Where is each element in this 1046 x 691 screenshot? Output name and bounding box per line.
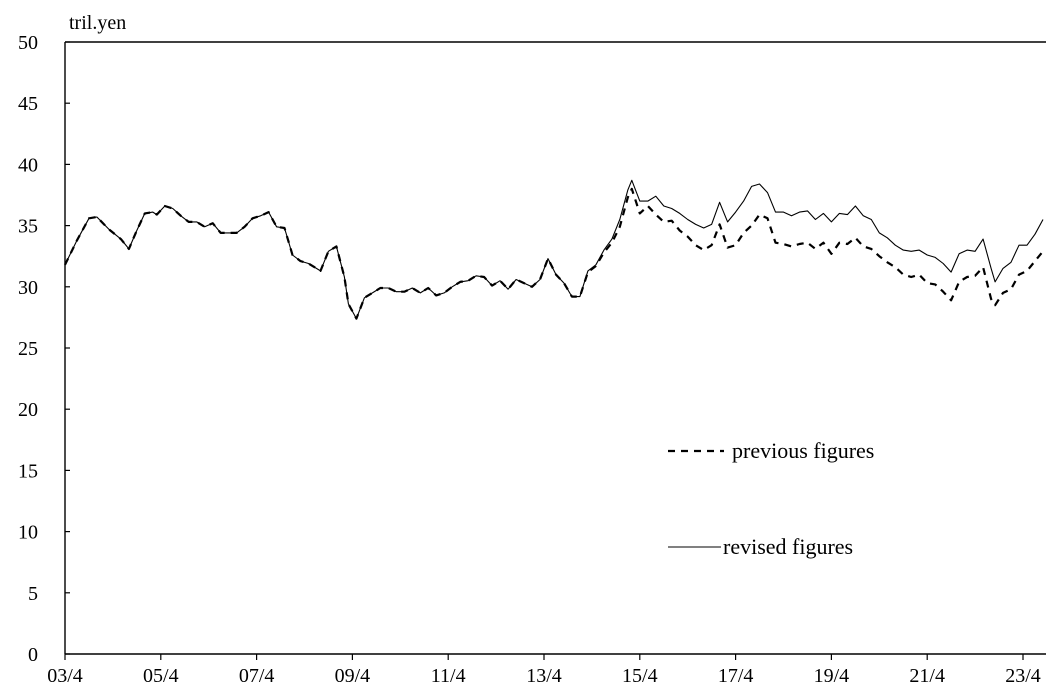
y-tick-label: 5 xyxy=(28,583,38,605)
y-tick-label: 35 xyxy=(18,216,38,238)
y-tick-label: 40 xyxy=(18,154,38,176)
x-tick-label: 07/4 xyxy=(239,665,275,687)
y-tick-label: 0 xyxy=(28,644,38,666)
x-tick-label: 23/4 xyxy=(1005,665,1041,687)
x-tick-label: 21/4 xyxy=(909,665,945,687)
x-tick-label: 11/4 xyxy=(431,665,466,687)
series-group xyxy=(64,179,1044,320)
x-tick-label: 13/4 xyxy=(526,665,562,687)
legend: previous figures revised figures xyxy=(668,438,874,559)
y-axis-ticks: 0 5 10 15 20 25 30 35 40 45 50 xyxy=(18,32,70,666)
x-tick-label: 09/4 xyxy=(335,665,371,687)
x-axis-ticks: 03/4 05/4 07/4 09/4 11/4 13/4 15/4 17/4 19/4 21/4… xyxy=(47,654,1041,687)
y-tick-label: 15 xyxy=(18,460,38,482)
y-axis-unit-label: tril.yen xyxy=(69,12,126,34)
y-tick-label: 25 xyxy=(18,338,38,360)
x-tick-label: 17/4 xyxy=(718,665,754,687)
y-tick-label: 10 xyxy=(18,522,38,544)
x-tick-label: 15/4 xyxy=(622,665,658,687)
x-tick-label: 05/4 xyxy=(143,665,179,687)
y-tick-label: 20 xyxy=(18,399,38,421)
series-line-previous-figures xyxy=(64,187,1044,320)
legend-label-previous: previous figures xyxy=(732,438,874,463)
x-tick-label: 03/4 xyxy=(47,665,83,687)
y-tick-label: 45 xyxy=(18,93,38,115)
series-line-revised-figures xyxy=(64,179,1044,320)
y-tick-label: 30 xyxy=(18,277,38,299)
y-tick-label: 50 xyxy=(18,32,38,54)
x-tick-label: 19/4 xyxy=(814,665,850,687)
legend-label-revised: revised figures xyxy=(723,534,853,559)
